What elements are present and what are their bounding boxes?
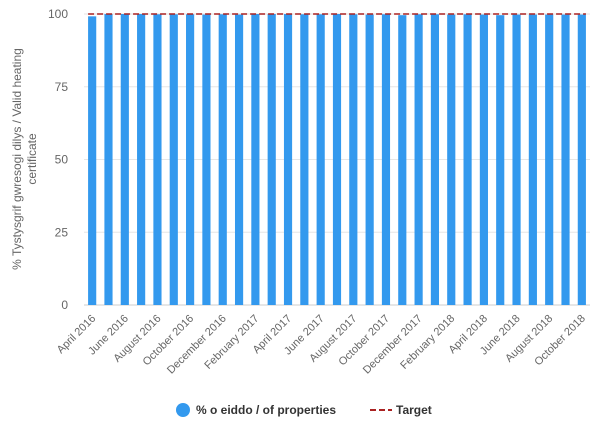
bar-january-2017[interactable] (234, 14, 244, 305)
y-tick-label: 50 (55, 153, 69, 167)
bar-december-2017[interactable] (414, 14, 423, 305)
y-tick-label: 100 (48, 7, 68, 21)
x-tick-label: December 2017 (361, 313, 425, 377)
y-tick-label: 75 (55, 80, 69, 94)
bar-october-2016[interactable] (186, 14, 195, 305)
legend-label-properties[interactable]: % o eiddo / of properties (196, 403, 336, 417)
bar-february-2017[interactable] (251, 14, 260, 305)
bar-july-2016[interactable] (137, 14, 146, 305)
legend: % o eiddo / of properties Target (176, 403, 432, 417)
bar-january-2018[interactable] (430, 14, 440, 305)
bar-october-2017[interactable] (381, 14, 391, 305)
bar-july-2018[interactable] (528, 14, 537, 305)
bar-august-2017[interactable] (349, 14, 358, 305)
bar-december-2016[interactable] (218, 14, 227, 305)
bar-october-2018[interactable] (577, 14, 586, 305)
bar-march-2017[interactable] (267, 14, 276, 305)
bar-may-2016[interactable] (104, 14, 113, 305)
bar-september-2017[interactable] (365, 14, 374, 305)
bar-may-2017[interactable] (300, 14, 309, 305)
bar-february-2018[interactable] (447, 14, 456, 305)
y-axis-label-line2: certificate (25, 133, 39, 185)
x-tick-label: December 2016 (165, 313, 229, 377)
bar-march-2018[interactable] (463, 14, 472, 305)
bar-august-2018[interactable] (545, 14, 554, 305)
y-axis-ticks: 0 25 50 75 100 (48, 7, 68, 312)
y-tick-label: 25 (55, 225, 69, 239)
legend-marker-properties[interactable] (176, 403, 190, 417)
bar-november-2016[interactable] (202, 14, 211, 305)
legend-label-target[interactable]: Target (396, 403, 432, 417)
y-axis-label-line1: % Tystysgrif gwresogi dilys / Valid heat… (10, 48, 24, 270)
bar-april-2018[interactable] (479, 14, 488, 305)
bar-november-2017[interactable] (398, 15, 407, 305)
bar-series (88, 14, 586, 305)
bar-april-2016[interactable] (88, 16, 97, 305)
bar-may-2018[interactable] (496, 15, 505, 305)
bar-june-2018[interactable] (512, 14, 521, 305)
bar-june-2016[interactable] (120, 14, 129, 305)
bar-july-2017[interactable] (332, 14, 342, 305)
bar-september-2018[interactable] (561, 14, 570, 305)
bar-september-2016[interactable] (169, 14, 178, 305)
bar-april-2017[interactable] (283, 14, 293, 305)
bar-august-2016[interactable] (153, 14, 162, 305)
y-tick-label: 0 (61, 298, 68, 312)
bar-june-2017[interactable] (316, 14, 325, 305)
